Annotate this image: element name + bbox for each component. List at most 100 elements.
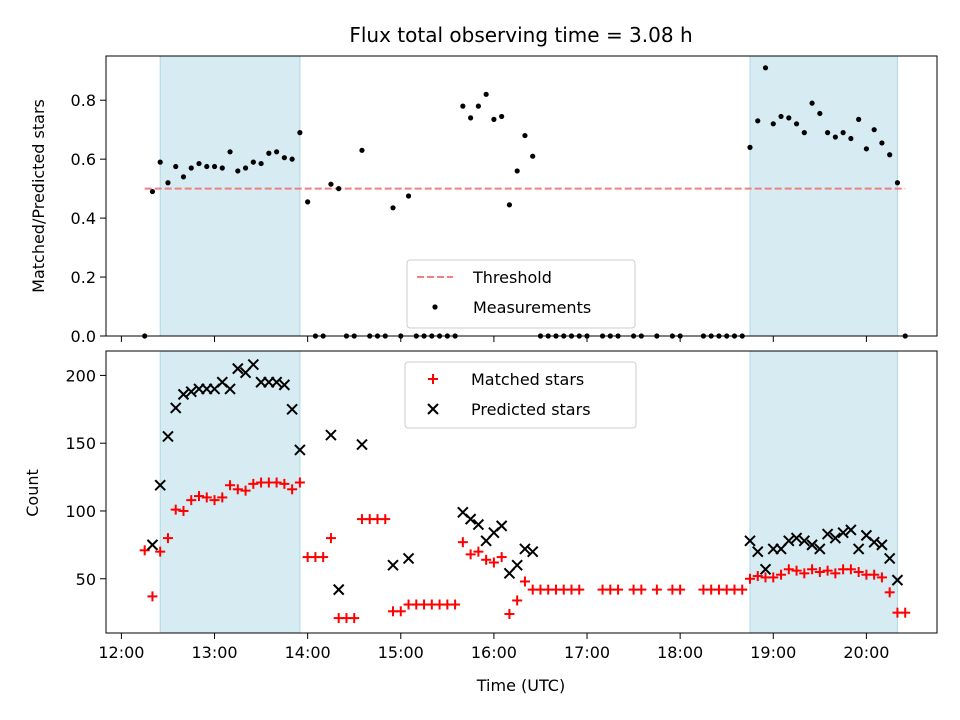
legend-box xyxy=(404,361,637,429)
predicted-star-point xyxy=(325,429,337,441)
predicted-star-point xyxy=(472,518,485,531)
matched-star-point xyxy=(380,514,391,525)
measurement-point xyxy=(793,121,800,127)
matched-star-point xyxy=(481,554,492,565)
measurement-point xyxy=(801,130,807,136)
matched-star-point xyxy=(651,584,662,595)
measurement-point xyxy=(848,135,854,142)
matched-star-point xyxy=(519,576,530,587)
y-tick-label: 0.8 xyxy=(71,91,96,110)
measurement-point xyxy=(856,116,862,122)
matched-star-point xyxy=(450,599,461,610)
top-y-axis-label: Matched/Predicted stars xyxy=(29,99,48,293)
matched-star-point xyxy=(170,504,181,515)
bottom-y-axis: 50 100 150 200 xyxy=(65,366,106,589)
measurement-point xyxy=(211,163,218,170)
measurement-point xyxy=(475,103,481,109)
measurement-point xyxy=(770,121,776,127)
measurement-point xyxy=(817,110,823,117)
measurement-point xyxy=(894,180,901,186)
matched-star-point xyxy=(853,566,864,577)
measurement-point xyxy=(266,150,272,156)
predicted-star-point xyxy=(356,438,368,451)
measurement-point xyxy=(887,152,893,158)
top-legend: Threshold Measurements xyxy=(406,259,636,329)
predicted-star-point xyxy=(511,559,523,571)
matched-star-point xyxy=(776,569,787,580)
measurement-point xyxy=(460,103,466,109)
x-tick-label: 20:00 xyxy=(843,643,889,662)
predicted-star-point xyxy=(883,552,896,565)
matched-star-point xyxy=(496,552,507,563)
measurement-point xyxy=(522,132,528,139)
y-tick-label: 150 xyxy=(65,434,96,453)
legend-matched-swatch xyxy=(428,374,438,384)
x-tick-label: 18:00 xyxy=(657,643,703,662)
predicted-star-point xyxy=(876,539,888,551)
predicted-star-point xyxy=(146,539,159,551)
predicted-star-point xyxy=(170,402,182,414)
bottom-y-axis-label: Count xyxy=(23,469,42,517)
matched-star-point xyxy=(822,565,833,576)
matched-star-point xyxy=(473,546,484,557)
predicted-star-point xyxy=(837,526,849,539)
x-tick-label: 15:00 xyxy=(378,643,424,662)
matched-star-point xyxy=(845,564,856,575)
matched-star-point xyxy=(574,584,585,595)
matched-star-point xyxy=(884,587,895,598)
matched-star-point xyxy=(807,564,818,575)
predicted-star-point xyxy=(526,545,539,558)
measurement-point xyxy=(755,118,761,124)
measurement-point xyxy=(219,165,225,171)
measurement-point xyxy=(242,165,249,171)
measurement-point xyxy=(157,159,163,165)
predicted-star-point xyxy=(790,532,803,544)
measurement-point xyxy=(762,65,769,71)
matched-star-point xyxy=(186,495,197,506)
matched-star-point xyxy=(155,546,166,557)
y-tick-label: 0.2 xyxy=(71,268,96,287)
measurement-point xyxy=(514,168,520,174)
matched-star-point xyxy=(900,607,911,618)
y-tick-label: 200 xyxy=(65,366,96,385)
legend-entry-label: Predicted stars xyxy=(471,400,591,419)
predicted-star-point xyxy=(247,358,260,371)
predicted-star-point xyxy=(814,543,826,555)
matched-star-point xyxy=(162,533,173,544)
measurement-point xyxy=(468,115,474,121)
top-panel: 0.00.20.40.60.8 Matched/Predicted stars … xyxy=(29,55,938,346)
matched-star-point xyxy=(209,495,220,506)
predicted-star-point xyxy=(270,376,283,388)
predicted-star-point xyxy=(185,385,197,398)
bottom-shaded-intervals xyxy=(159,350,898,634)
matched-star-point xyxy=(178,505,189,516)
measurement-point xyxy=(390,205,396,211)
measurement-point xyxy=(180,174,187,180)
measurement-point xyxy=(871,127,877,133)
measurement-point xyxy=(778,113,784,120)
matched-star-point xyxy=(465,549,476,560)
chart-title: Flux total observing time = 3.08 h xyxy=(349,23,692,47)
x-tick-label: 16:00 xyxy=(471,643,517,662)
matched-star-point xyxy=(201,492,212,503)
predicted-star-point xyxy=(387,559,399,571)
matched-star-point xyxy=(799,568,810,579)
predicted-star-point xyxy=(806,539,818,551)
x-tick-label: 19:00 xyxy=(750,643,796,662)
matched-star-point xyxy=(869,569,880,580)
measurement-point xyxy=(149,188,156,195)
measurement-point xyxy=(879,140,885,146)
matched-star-point xyxy=(271,477,282,488)
measurement-point xyxy=(188,165,194,171)
top-x-axis xyxy=(120,336,867,342)
measurement-point xyxy=(530,153,536,159)
shaded-interval-1 xyxy=(749,350,898,634)
matched-star-point xyxy=(512,595,523,606)
matched-star-point xyxy=(876,572,887,583)
matched-star-point xyxy=(675,584,686,595)
legend-entry-label: Threshold xyxy=(472,268,552,287)
top-axes-frame xyxy=(105,55,938,337)
predicted-star-point xyxy=(162,430,174,443)
matched-star-point xyxy=(325,533,336,544)
measurement-point xyxy=(483,91,489,97)
